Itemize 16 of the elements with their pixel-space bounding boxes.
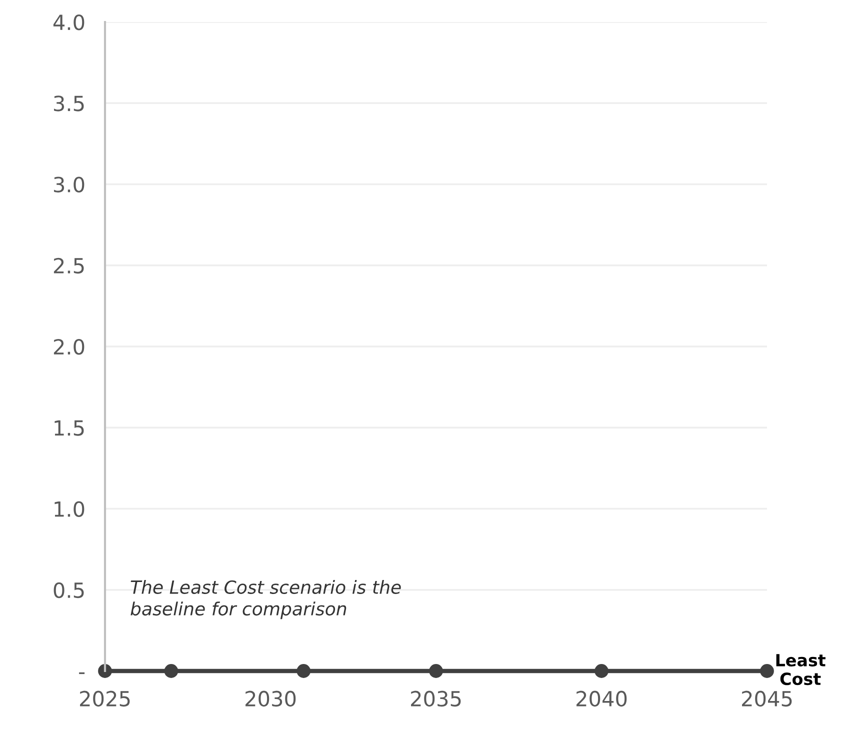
y-tick-label: 2.5 [54, 258, 84, 274]
x-tick-label: 2040 [576, 690, 627, 707]
y-tick-label: 1.0 [54, 501, 84, 517]
y-tick-label: 4.0 [53, 14, 84, 30]
y-tick-label: 1.5 [54, 420, 84, 436]
series-label: Least Cost [776, 654, 826, 686]
annotation: The Least Cost scenario is the baseline for comparison [130, 580, 401, 620]
y-tick-label: - [79, 672, 85, 674]
x-tick-label: 2045 [742, 690, 792, 707]
y-tick-label: 3.5 [54, 96, 84, 112]
x-tick-label: 2035 [411, 690, 461, 707]
x-tick-label: 2030 [246, 690, 296, 707]
y-tick-label: 2.0 [54, 338, 84, 355]
x-tick-label: 2025 [80, 690, 130, 707]
y-tick-label: 0.5 [54, 582, 84, 598]
y-tick-label: 3.0 [54, 176, 84, 192]
